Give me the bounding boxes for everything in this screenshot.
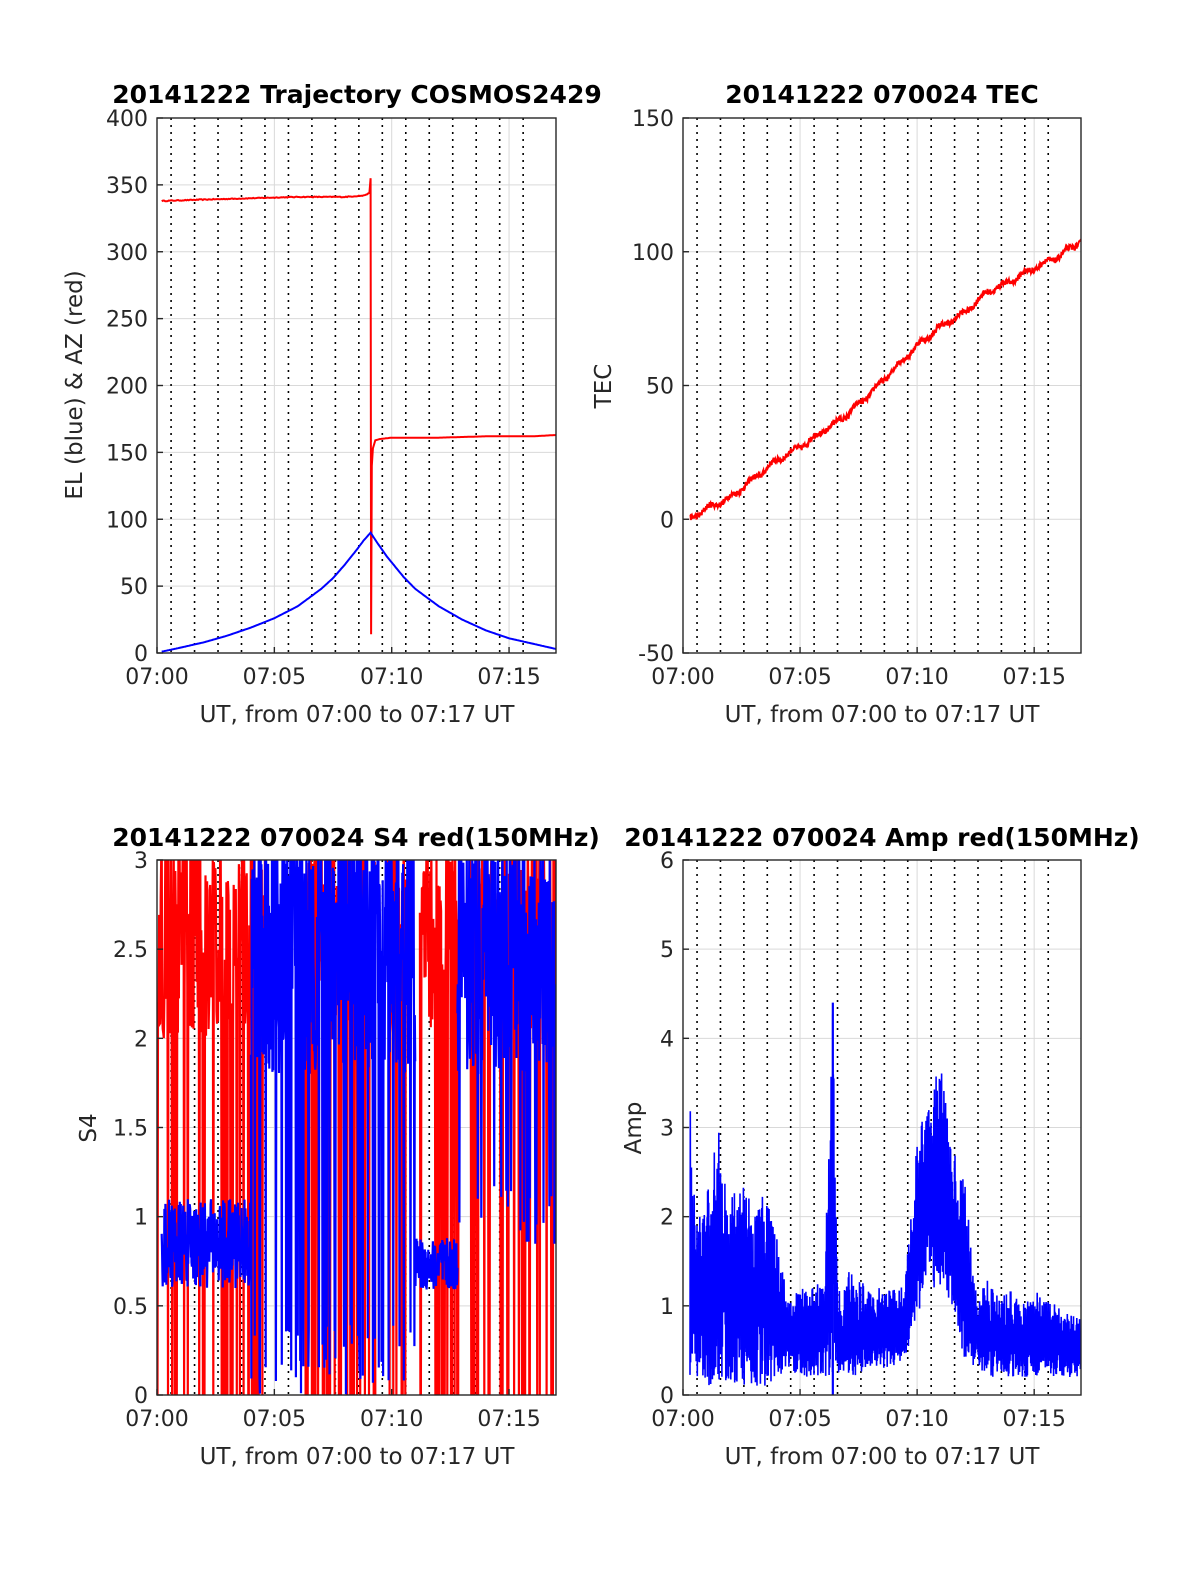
trajectory-xlabel: UT, from 07:00 to 07:17 UT — [200, 702, 516, 728]
s4-ytick-label: 0.5 — [113, 1295, 148, 1320]
trajectory-xtick-label: 07:10 — [360, 665, 423, 690]
s4-title: 20141222 070024 S4 red(150MHz) — [112, 823, 600, 852]
amp-xtick-label: 07:00 — [651, 1407, 714, 1432]
tec-ytick-label: 50 — [646, 375, 674, 400]
s4-plot: 20141222 070024 S4 red(150MHz) UT, from … — [76, 823, 600, 1470]
s4-series-blue — [160, 860, 556, 1395]
trajectory-ytick-label: 200 — [106, 375, 148, 400]
amp-xtick-label: 07:10 — [885, 1407, 948, 1432]
trajectory-xtick-label: 07:15 — [477, 665, 540, 690]
tec-title: 20141222 070024 TEC — [725, 80, 1038, 109]
amp-xlabel: UT, from 07:00 to 07:17 UT — [725, 1444, 1041, 1470]
s4-xtick-label: 07:15 — [477, 1407, 540, 1432]
trajectory-ytick-label: 0 — [134, 642, 148, 667]
trajectory-xtick-label: 07:00 — [125, 665, 188, 690]
tec-plot: 20141222 070024 TEC UT, from 07:00 to 07… — [591, 80, 1082, 728]
s4-ytick-label: 2 — [134, 1027, 148, 1052]
tec-xtick-label: 07:05 — [768, 665, 831, 690]
trajectory-ytick-label: 250 — [106, 308, 148, 333]
tec-ylabel: TEC — [591, 364, 617, 410]
s4-series-group — [157, 860, 556, 1395]
amp-ytick-label: 5 — [660, 938, 674, 963]
tec-xtick-label: 07:10 — [885, 665, 948, 690]
tec-xlabel: UT, from 07:00 to 07:17 UT — [725, 702, 1041, 728]
amp-plot: 20141222 070024 Amp red(150MHz) UT, from… — [621, 823, 1140, 1470]
trajectory-xtick-label: 07:05 — [243, 665, 306, 690]
trajectory-ytick-label: 400 — [106, 107, 148, 132]
trajectory-series-1 — [161, 530, 556, 653]
s4-ytick-label: 1.5 — [113, 1117, 148, 1142]
amp-series-group — [689, 1002, 1081, 1395]
amp-ytick-label: 0 — [660, 1384, 674, 1409]
tec-ytick-label: -50 — [638, 642, 674, 667]
amp-ytick-label: 1 — [660, 1295, 674, 1320]
s4-xtick-label: 07:05 — [243, 1407, 306, 1432]
trajectory-series-group — [161, 178, 556, 653]
amp-ytick-label: 6 — [660, 849, 674, 874]
amp-ytick-label: 3 — [660, 1117, 674, 1142]
amp-title: 20141222 070024 Amp red(150MHz) — [624, 823, 1140, 852]
s4-ytick-label: 2.5 — [113, 938, 148, 963]
tec-series-group — [689, 238, 1081, 521]
s4-ylabel: S4 — [76, 1113, 102, 1142]
s4-xtick-label: 07:10 — [360, 1407, 423, 1432]
tec-ytick-label: 0 — [660, 508, 674, 533]
amp-ylabel: Amp — [621, 1102, 647, 1155]
amp-xtick-label: 07:05 — [768, 1407, 831, 1432]
s4-ytick-label: 0 — [134, 1384, 148, 1409]
trajectory-plot: 20141222 Trajectory COSMOS2429 UT, from … — [62, 80, 602, 728]
tec-series-0 — [689, 238, 1081, 521]
s4-xlabel: UT, from 07:00 to 07:17 UT — [200, 1444, 516, 1470]
trajectory-ytick-label: 150 — [106, 441, 148, 466]
trajectory-series-0 — [161, 178, 556, 635]
s4-ytick-label: 3 — [134, 849, 148, 874]
s4-ytick-label: 1 — [134, 1206, 148, 1231]
tec-xtick-label: 07:00 — [651, 665, 714, 690]
s4-series-red — [157, 860, 556, 1395]
amp-ytick-label: 4 — [660, 1027, 674, 1052]
tec-xtick-label: 07:15 — [1002, 665, 1065, 690]
amp-xtick-label: 07:15 — [1002, 1407, 1065, 1432]
tec-ytick-label: 150 — [632, 107, 674, 132]
trajectory-ytick-label: 100 — [106, 508, 148, 533]
trajectory-ylabel: EL (blue) & AZ (red) — [62, 270, 88, 499]
trajectory-title: 20141222 Trajectory COSMOS2429 — [112, 80, 602, 109]
s4-xtick-label: 07:00 — [125, 1407, 188, 1432]
amp-ytick-label: 2 — [660, 1206, 674, 1231]
tec-ytick-label: 100 — [632, 241, 674, 266]
trajectory-ytick-label: 350 — [106, 174, 148, 199]
trajectory-ytick-label: 50 — [120, 575, 148, 600]
amp-series-amp — [689, 1014, 1081, 1386]
trajectory-ytick-label: 300 — [106, 241, 148, 266]
